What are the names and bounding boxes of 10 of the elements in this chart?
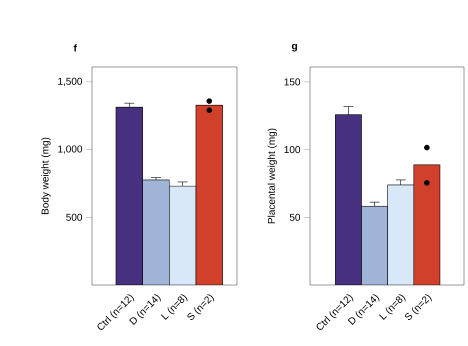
- y-tick-label: 150: [284, 78, 300, 86]
- chart-title: g: [292, 44, 297, 52]
- y-tick-label: 1,000: [58, 145, 82, 154]
- y-tick-label: 1,500: [58, 78, 82, 86]
- y-tick-label: 100: [284, 146, 300, 154]
- y-tick-label: 50: [290, 214, 300, 221]
- y-axis-title: Placental weight (mg): [268, 128, 277, 224]
- chart-title: f: [74, 44, 77, 52]
- y-tick-label: 500: [66, 214, 82, 221]
- y-axis-title: Body weight (mg): [41, 138, 51, 214]
